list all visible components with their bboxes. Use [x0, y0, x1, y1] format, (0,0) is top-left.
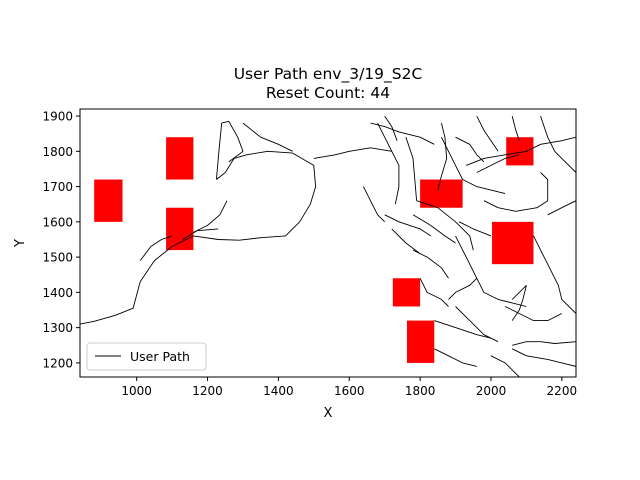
user-path-segment	[455, 235, 485, 293]
user-path-segment	[139, 235, 173, 261]
user-path-segment	[504, 306, 563, 322]
legend-box	[86, 342, 207, 371]
user-path-segment	[434, 320, 492, 339]
user-path-segment	[370, 122, 435, 145]
y-tick-label: 1500	[42, 251, 73, 265]
user-path-segment	[412, 249, 449, 279]
obstacle-rect	[94, 179, 123, 222]
user-path-segment	[416, 200, 474, 251]
x-axis-label: X	[324, 406, 333, 421]
chart-subtitle: Reset Count: 44	[266, 84, 390, 102]
y-tick-label: 1600	[42, 215, 73, 229]
y-axis-label: Y	[13, 239, 28, 248]
obstacle-rect	[420, 179, 463, 208]
obstacle-rect	[392, 278, 421, 307]
user-path-segment	[511, 115, 520, 141]
user-path-segment	[476, 115, 499, 152]
user-path-segment	[533, 235, 576, 314]
chart-title: User Path env_3/19_S2C	[234, 65, 423, 84]
user-path-segment	[511, 284, 527, 300]
user-path-segment	[540, 115, 576, 173]
y-tick-label: 1200	[42, 356, 73, 370]
obstacle-rect	[166, 207, 194, 251]
user-path-segment	[434, 348, 477, 367]
user-path-segment	[455, 136, 485, 163]
user-path-segment	[377, 122, 400, 205]
user-path-segment	[466, 136, 576, 166]
user-path-segment	[384, 214, 431, 237]
obstacle-rect	[407, 320, 435, 363]
user-path-segment	[547, 200, 576, 216]
user-path-segment	[448, 277, 478, 300]
y-tick-label: 1400	[42, 286, 73, 300]
user-path-segment	[462, 179, 506, 195]
obstacle-rect	[166, 137, 194, 180]
obstacle-rect	[492, 221, 534, 265]
user-path-segment	[483, 291, 527, 307]
user-path-series	[80, 115, 576, 377]
user-path-segment	[437, 122, 448, 191]
user-path-segment	[512, 348, 576, 367]
obstacle-layer	[94, 137, 534, 363]
user-path-segment	[228, 121, 244, 163]
user-path-segment	[483, 172, 549, 212]
user-path-segment	[182, 228, 219, 240]
y-tick-label: 1800	[42, 145, 73, 159]
user-path-segment	[193, 200, 228, 233]
user-path-segment	[476, 154, 520, 173]
user-path-segment	[362, 186, 386, 223]
x-tick-label: 1800	[405, 384, 436, 398]
user-path-segment	[242, 122, 293, 152]
user-path-segment	[384, 115, 398, 141]
plot-frame	[79, 108, 577, 378]
user-path-segment	[440, 136, 464, 180]
y-tick-label: 1700	[42, 180, 73, 194]
user-path-segment	[458, 221, 492, 237]
user-path-segment	[419, 278, 449, 307]
x-tick-label: 1600	[334, 384, 365, 398]
user-path-segment	[405, 137, 418, 201]
x-tick-label: 2000	[476, 384, 507, 398]
user-path-segment	[512, 341, 576, 346]
y-axis-ticks: 1200 1300 1400 1500 1600 1700 1800 1900	[42, 110, 80, 370]
legend: User Path	[86, 342, 207, 371]
user-path-segment	[215, 120, 229, 180]
x-tick-label: 1000	[121, 384, 152, 398]
user-path-segment	[490, 355, 520, 377]
legend-label: User Path	[130, 349, 190, 364]
obstacle-rect	[506, 137, 534, 166]
user-path-segment	[80, 150, 317, 325]
x-tick-label: 1200	[192, 384, 223, 398]
x-tick-label: 2200	[547, 384, 578, 398]
user-path-segment	[511, 285, 527, 321]
user-path-segment	[455, 306, 499, 343]
x-axis-ticks: 1000 1200 1400 1600 1800 2000 2200	[121, 377, 577, 398]
x-tick-label: 1400	[263, 384, 294, 398]
user-path-segment	[412, 214, 456, 244]
user-path-segment	[391, 228, 421, 254]
y-tick-label: 1900	[42, 110, 73, 124]
y-tick-label: 1300	[42, 321, 73, 335]
user-path-segment	[313, 147, 392, 159]
